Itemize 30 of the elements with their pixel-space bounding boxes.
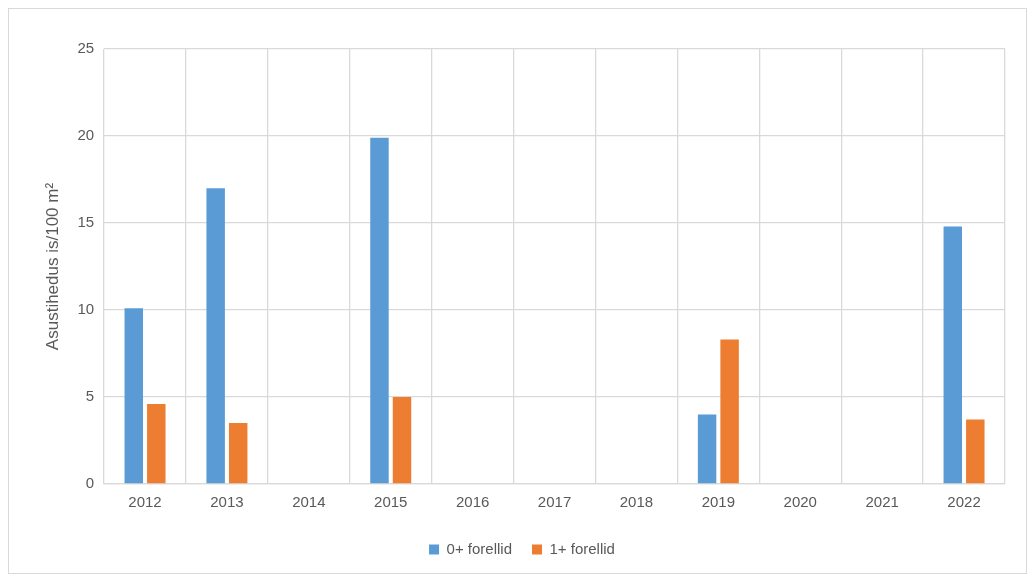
y-tick-label: 10	[77, 300, 95, 318]
y-axis-title: Asustihedus is/100 m²	[42, 182, 62, 351]
bar	[697, 414, 717, 484]
x-tick-label: 2012	[128, 493, 162, 511]
x-tick-label: 2018	[619, 493, 654, 511]
bar	[943, 226, 963, 484]
x-tick-label: 2013	[210, 493, 244, 511]
x-tick-label: 2014	[292, 493, 326, 511]
bar	[228, 423, 248, 484]
bar	[206, 188, 225, 484]
bar	[720, 339, 739, 484]
bar	[147, 403, 166, 484]
x-tick-label: 2022	[947, 493, 981, 511]
x-tick-label: 2020	[783, 493, 817, 511]
x-tick-label: 2019	[701, 493, 736, 511]
x-tick-label: 2017	[537, 493, 572, 511]
legend-label: 0+ forellid	[446, 539, 513, 557]
bar	[370, 137, 389, 484]
y-tick-label: 15	[77, 213, 95, 231]
x-tick-label: 2021	[865, 493, 899, 511]
x-tick-label: 2015	[374, 493, 408, 511]
bar	[966, 419, 985, 484]
y-tick-label: 5	[85, 387, 95, 405]
y-tick-label: 25	[77, 39, 95, 57]
legend-label: 1+ forellid	[549, 539, 615, 557]
y-tick-label: 0	[85, 474, 95, 492]
bar	[124, 308, 144, 484]
y-tick-label: 20	[77, 126, 95, 144]
bar	[392, 397, 412, 484]
x-tick-label: 2016	[455, 493, 490, 511]
